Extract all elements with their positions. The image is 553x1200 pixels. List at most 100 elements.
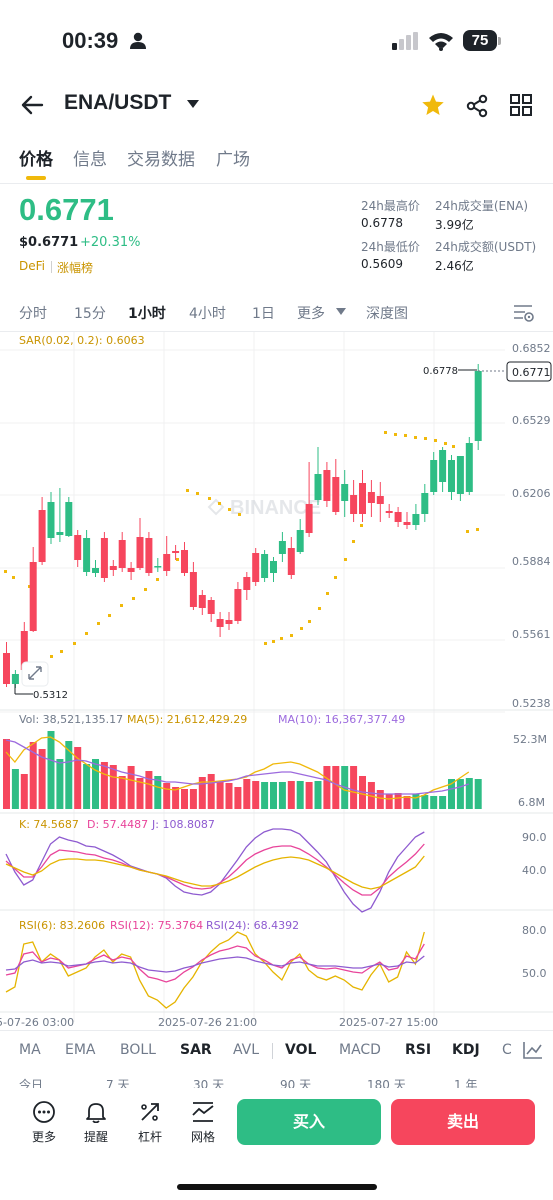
tool-more[interactable]: 更多 <box>31 1130 56 1144</box>
candle-body <box>109 566 117 570</box>
interval-15m[interactable]: 15分 <box>74 306 106 322</box>
indicator-sar[interactable]: SAR <box>180 1042 212 1058</box>
candlestick-chart[interactable]: BINANCE 0.6771 0.6778 0.5312 0.6852 0.65… <box>0 332 553 1032</box>
indicator-ema[interactable]: EMA <box>65 1042 96 1058</box>
price-axis-tick: 0.6852 <box>512 342 551 355</box>
volume-bar <box>252 781 260 809</box>
candle-body <box>92 568 99 573</box>
candle-body <box>83 538 91 572</box>
more-icon[interactable] <box>33 1101 55 1123</box>
tag-divider <box>51 261 52 273</box>
sar-dot <box>4 570 7 573</box>
chart-expand-button[interactable] <box>21 661 49 687</box>
indicator-ma[interactable]: MA <box>19 1042 41 1058</box>
tab-price[interactable]: 价格 <box>19 150 53 170</box>
interval-1d[interactable]: 1日 <box>252 306 275 322</box>
volume-bar <box>350 766 358 809</box>
ma10-label: MA(10): 16,367,377.49 <box>278 713 406 726</box>
sar-dot <box>60 650 63 653</box>
watermark-text: BINANCE <box>230 497 321 519</box>
rsi24-label: RSI(24): 68.4392 <box>206 919 300 932</box>
stat-volume-quote-label: 24h成交额(USDT) <box>435 240 537 254</box>
sar-dot <box>466 530 469 533</box>
favorite-star-icon[interactable] <box>421 93 445 117</box>
sar-dot <box>300 627 303 630</box>
tool-alert[interactable]: 提醒 <box>83 1130 108 1144</box>
interval-more[interactable]: 更多 <box>297 306 325 322</box>
indicator-separator <box>272 1043 273 1059</box>
volume-axis-tick: 52.3M <box>513 733 547 746</box>
volume-bar <box>261 782 269 809</box>
kdj-j-line <box>5 828 425 913</box>
indicator-avl[interactable]: AVL <box>233 1042 260 1058</box>
buy-button[interactable]: 买入 <box>237 1099 381 1145</box>
candle-body <box>270 561 277 573</box>
last-price: 0.6771 <box>19 192 114 227</box>
candle-body <box>296 530 304 552</box>
sar-dot <box>12 576 15 579</box>
sar-dot <box>186 489 189 492</box>
ma5-label: MA(5): 21,612,429.29 <box>127 713 248 726</box>
indicator-macd[interactable]: MACD <box>339 1042 381 1058</box>
divider <box>0 331 553 332</box>
kdj-axis-tick: 90.0 <box>522 831 547 844</box>
indicator-settings-icon[interactable] <box>523 1041 543 1059</box>
sar-dot <box>228 508 231 511</box>
candle-body <box>421 493 429 514</box>
interval-1h[interactable]: 1小时 <box>128 306 166 322</box>
pair-title[interactable]: ENA/USDT <box>64 91 172 114</box>
price-axis-tick: 0.6206 <box>512 487 551 500</box>
time-axis-tick: 2025-07-27 15:00 <box>339 1016 438 1029</box>
sar-dot <box>196 492 199 495</box>
indicator-vol[interactable]: VOL <box>285 1042 317 1058</box>
candle-body <box>243 577 251 590</box>
volume-bar <box>29 742 37 809</box>
tool-grid[interactable]: 网格 <box>190 1130 215 1144</box>
tab-trading-data[interactable]: 交易数据 <box>127 150 195 170</box>
tag-gainers[interactable]: 涨幅榜 <box>57 261 94 275</box>
grid-trading-icon[interactable] <box>191 1101 215 1123</box>
stat-volume-base-label: 24h成交量(ENA) <box>435 199 529 213</box>
candle-body <box>225 620 233 624</box>
grid-menu-icon[interactable] <box>510 94 532 116</box>
volume-bar <box>20 774 28 809</box>
interval-4h[interactable]: 4小时 <box>189 306 226 322</box>
person-icon <box>130 32 146 49</box>
tab-info[interactable]: 信息 <box>73 150 107 170</box>
candle-body <box>154 566 162 568</box>
tag-defi[interactable]: DeFi <box>19 259 45 273</box>
share-icon[interactable] <box>465 94 489 118</box>
sar-dot <box>218 502 221 505</box>
indicator-rsi[interactable]: RSI <box>405 1042 432 1058</box>
tab-square[interactable]: 广场 <box>216 150 250 170</box>
kdj-d-label: D: 57.4487 <box>87 818 149 831</box>
caret-down-icon[interactable] <box>186 99 200 109</box>
tool-leverage[interactable]: 杠杆 <box>137 1130 162 1144</box>
rsi6-label: RSI(6): 83.2606 <box>19 919 106 932</box>
interval-timeline[interactable]: 分时 <box>19 306 47 322</box>
chart-grid <box>0 332 553 1022</box>
more-caret-icon[interactable] <box>336 308 346 315</box>
status-bar: 00:39 75 <box>0 0 553 80</box>
indicator-boll[interactable]: BOLL <box>120 1042 156 1058</box>
candle-body <box>456 456 464 494</box>
back-arrow-icon[interactable] <box>20 94 44 116</box>
last-price-tag-box <box>506 361 552 382</box>
bell-icon[interactable] <box>85 1101 107 1123</box>
candle-body <box>439 450 447 482</box>
volume-bar <box>154 776 162 809</box>
kdj-j-label: J: 108.8087 <box>152 818 215 831</box>
sell-button[interactable]: 卖出 <box>391 1099 535 1145</box>
leverage-icon[interactable] <box>139 1101 161 1123</box>
volume-bar <box>198 777 206 809</box>
chart-settings-icon[interactable] <box>513 303 535 323</box>
interval-depth[interactable]: 深度图 <box>366 306 408 322</box>
sar-dot <box>452 445 455 448</box>
candle-body <box>252 553 260 582</box>
indicator-kdj[interactable]: KDJ <box>452 1042 480 1058</box>
candle-body <box>234 589 242 621</box>
indicator-more[interactable]: C <box>502 1042 512 1058</box>
candle-body <box>65 502 73 536</box>
volume-bar <box>243 779 251 809</box>
volume-label: Vol: 38,521,135.17 <box>19 713 124 726</box>
